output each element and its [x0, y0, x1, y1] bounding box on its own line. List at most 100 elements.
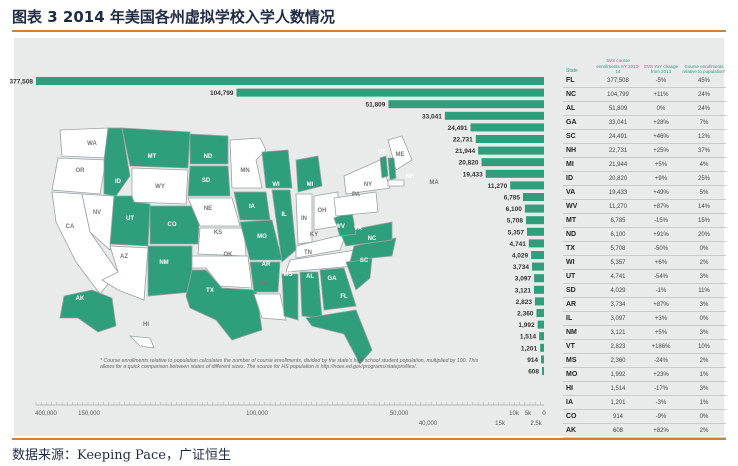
table-cell-relative: 45% [697, 77, 710, 84]
state-label: TN [304, 250, 312, 256]
table-cell-relative: 1% [699, 371, 709, 378]
table-cell-enrollments: 4,029 [610, 287, 626, 294]
title-rule [12, 30, 726, 32]
table-cell-state: VT [566, 343, 575, 350]
bar-sc [470, 123, 544, 132]
table-cell-relative: 2% [699, 259, 709, 266]
table-cell-relative: 24% [697, 105, 710, 112]
table-cell-yoy: -17% [653, 385, 668, 392]
table-cell-yoy: +186% [651, 343, 671, 350]
table-row: VT 2,823 +186% 10% [563, 340, 726, 354]
bar-value-label: 1,514 [520, 334, 537, 341]
table-cell-enrollments: 3,097 [610, 315, 626, 322]
state-co [149, 205, 201, 245]
table-cell-enrollments: 608 [612, 427, 623, 434]
table-cell-state: ID [566, 175, 573, 182]
bar-co [541, 355, 544, 364]
state-ne [187, 197, 241, 227]
table-cell-enrollments: 4,741 [610, 273, 626, 280]
bar-ar [532, 262, 544, 271]
table-cell-state: MS [566, 357, 577, 364]
state-label: SC [360, 258, 369, 264]
table-cell-enrollments: 22,731 [608, 147, 628, 154]
table-cell-state: FL [566, 77, 575, 84]
table-cell-enrollments: 6,100 [610, 231, 626, 238]
table-cell-relative: 3% [699, 385, 709, 392]
table-cell-relative: 0% [699, 315, 709, 322]
state-label: IL [281, 212, 287, 218]
state-label: FL [340, 294, 348, 300]
x-axis: 400,000 150,000 100,000 50,000 10k 5k 0 40,000 1… [35, 402, 546, 427]
state-label: MI [307, 182, 314, 188]
bar-mo [537, 320, 544, 329]
state-label: NE [204, 206, 212, 212]
page-title: 图表 3 2014 年美国各州虚拟学校入学人数情况 [12, 8, 335, 26]
table-cell-relative: 3% [699, 273, 709, 280]
table-cell-yoy: -9% [655, 413, 667, 420]
table-cell-yoy: +87% [653, 301, 669, 308]
table-cell-state: AR [566, 301, 577, 308]
table-cell-relative: 10% [697, 343, 710, 350]
table-row: NC 104,799 +11% 24% [563, 88, 726, 102]
table-cell-enrollments: 6,785 [610, 217, 626, 224]
table-cell-state: NC [566, 91, 577, 98]
table-cell-enrollments: 104,799 [607, 91, 629, 98]
table-cell-relative: 12% [697, 133, 710, 140]
state-fl [305, 309, 373, 365]
table-cell-relative: 15% [697, 217, 710, 224]
x-tick-label: 100,000 [246, 411, 268, 417]
table-cell-relative: 1% [699, 399, 709, 406]
table-cell-relative: 2% [699, 427, 709, 434]
bar-value-label: 608 [528, 369, 539, 376]
table-cell-yoy: +49% [653, 189, 669, 196]
bar-value-label: 5,708 [507, 218, 524, 225]
header-enrollments: SVS course enrollments SY 2013-14 [596, 58, 640, 74]
table-cell-relative: 0% [699, 245, 709, 252]
table-cell-enrollments: 33,041 [608, 119, 628, 126]
state-ky [295, 233, 347, 259]
table-row: AL 51,809 0% 24% [563, 102, 726, 116]
state-label: MS [284, 272, 293, 278]
table-row: ID 20,820 +9% 25% [563, 172, 726, 186]
table-cell-state: SD [566, 287, 576, 294]
table-cell-relative: 7% [699, 119, 709, 126]
table-cell-state: UT [566, 273, 576, 280]
state-mn [229, 137, 267, 189]
state-label: HI [143, 322, 149, 328]
state-label: CA [66, 224, 75, 230]
bar-value-label: 377,508 [10, 79, 34, 86]
table-row: GA 33,041 +28% 7% [563, 116, 726, 130]
bar-value-label: 22,731 [453, 137, 473, 144]
x-tick-label: 150,000 [78, 411, 100, 417]
table-row: WV 11,270 +87% 14% [563, 200, 726, 214]
bar-wi [527, 227, 544, 236]
bar-value-label: 104,799 [210, 90, 234, 97]
table-cell-state: NH [566, 147, 577, 154]
table-cell-state: MI [566, 161, 574, 168]
table-row: IL 3,097 +3% 0% [563, 312, 726, 326]
bar-id [481, 158, 544, 167]
table-cell-state: ND [566, 231, 577, 238]
bar-value-label: 33,041 [422, 113, 442, 120]
bar-value-label: 6,785 [504, 195, 521, 202]
state-mo [239, 219, 283, 261]
table-cell-relative: 24% [697, 91, 710, 98]
bar-value-label: 5,357 [508, 229, 525, 236]
bar-value-label: 51,809 [366, 102, 386, 109]
state-label: VA [354, 226, 363, 232]
table-cell-yoy: -3% [655, 399, 667, 406]
x-tick-label: 10k [509, 411, 520, 417]
table-cell-yoy: 0% [656, 105, 666, 112]
table-row: HI 1,514 -17% 3% [563, 382, 726, 396]
table-row: FL 377,508 -5% 45% [563, 74, 726, 88]
us-map: WA OR CA NV ID MT WY UT AZ CO NM ND SD NE KS OK TX MN IA MO… [51, 127, 439, 365]
table-cell-yoy: +82% [653, 427, 669, 434]
table-row: TX 5,708 -50% 0% [563, 242, 726, 256]
table-cell-state: MO [566, 371, 578, 378]
bar-tx [526, 216, 544, 225]
table-cell-state: AK [566, 427, 577, 434]
table-row: MO 1,992 +23% 1% [563, 368, 726, 382]
state-wa [59, 127, 109, 159]
state-label: ND [204, 154, 213, 160]
table-cell-state: IL [566, 315, 573, 322]
